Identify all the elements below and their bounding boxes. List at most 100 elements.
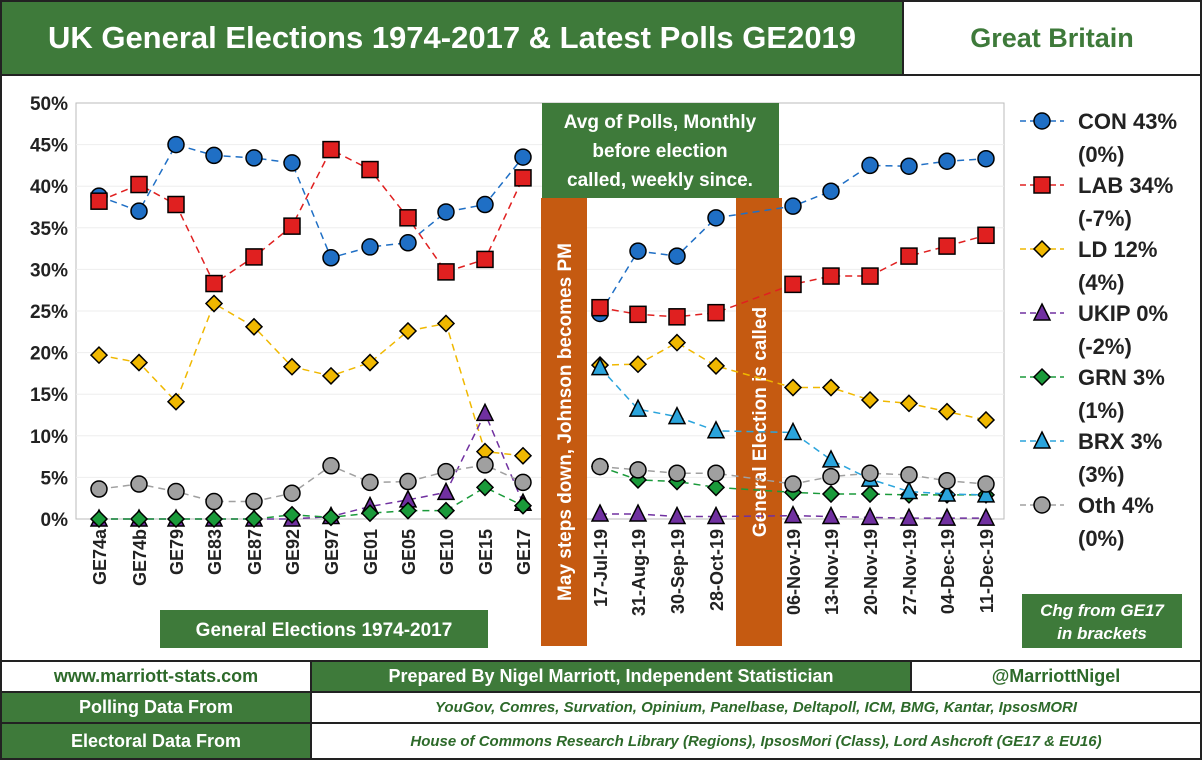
data-point [282, 505, 302, 524]
data-point [590, 503, 610, 522]
data-point [130, 475, 148, 493]
data-point [667, 333, 687, 352]
data-point [860, 506, 880, 526]
data-point [205, 492, 223, 511]
x-tick-label: GE92 [283, 529, 303, 575]
data-point [321, 366, 341, 385]
data-point [900, 247, 918, 265]
data-point [361, 473, 379, 492]
data-point [476, 250, 494, 269]
data-point [937, 402, 957, 421]
legend-marker [1032, 430, 1052, 449]
series-line-2 [599, 341, 987, 421]
data-point [977, 149, 995, 168]
election-called-label: General Election is called [750, 307, 771, 537]
page-title: UK General Elections 1974-2017 & Latest … [2, 2, 904, 74]
series-line-6 [599, 465, 987, 485]
data-point [475, 402, 495, 422]
data-point [821, 378, 841, 397]
polling-sources: YouGov, Comres, Survation, Opinium, Pane… [310, 693, 1200, 722]
data-point [436, 314, 456, 333]
y-tick-label: 15% [30, 385, 68, 406]
x-tick-label: 30-Sep-19 [668, 529, 688, 614]
x-tick-label: GE74b [130, 529, 150, 586]
y-tick-label: 45% [30, 136, 68, 157]
y-tick-label: 50% [30, 94, 68, 115]
data-point [283, 154, 301, 172]
x-tick-label: GE87 [245, 529, 265, 575]
data-point [976, 484, 996, 503]
ge-label: General Elections 1974-2017 [196, 620, 453, 641]
chg-note-box [1022, 594, 1182, 648]
legend-entry: Oth 4% [1078, 493, 1154, 518]
data-point [861, 156, 879, 175]
series-line-1 [599, 234, 987, 318]
avg-polls-label: called, weekly since. [567, 170, 753, 191]
data-point [899, 394, 919, 413]
data-point [244, 317, 264, 336]
data-point [361, 238, 379, 256]
may-steps-label: May steps down, Johnson becomes PM [555, 243, 576, 601]
series-line-3 [600, 513, 986, 519]
website-link[interactable]: www.marriott-stats.com [2, 662, 310, 691]
data-point [244, 509, 264, 529]
x-tick-label: 17-Jul-19 [591, 529, 611, 607]
x-tick-label: 13-Nov-19 [822, 529, 842, 615]
data-point [399, 472, 417, 491]
data-point [205, 274, 223, 293]
region-label: Great Britain [970, 22, 1134, 53]
data-point [399, 209, 417, 227]
data-point [399, 234, 417, 252]
footer-credits-row: www.marriott-stats.com Prepared By Nigel… [2, 660, 1200, 691]
data-point [629, 242, 647, 260]
data-point [706, 420, 726, 439]
data-point [668, 247, 686, 265]
series-line-6 [98, 464, 524, 503]
data-point [784, 197, 802, 215]
data-point [436, 481, 456, 501]
data-point [784, 275, 802, 294]
series-line-4 [599, 465, 986, 496]
data-point [976, 507, 996, 526]
data-point [821, 484, 841, 504]
data-point [437, 263, 455, 281]
data-point [629, 305, 647, 324]
data-point [899, 480, 919, 500]
data-point [282, 357, 302, 376]
y-tick-label: 0% [41, 510, 69, 531]
chg-note-label: Chg from GE17 [1040, 601, 1165, 620]
data-point [628, 398, 648, 417]
y-tick-label: 10% [30, 427, 68, 448]
series-line-4 [99, 486, 524, 520]
data-point [822, 182, 840, 200]
twitter-handle[interactable]: @MarriottNigel [910, 662, 1200, 691]
avg-polls-box [542, 103, 779, 198]
x-tick-label: 31-Aug-19 [629, 529, 649, 616]
data-point [821, 449, 841, 468]
data-point [204, 294, 224, 313]
legend-change: (-7%) [1078, 206, 1132, 231]
data-point [283, 484, 301, 502]
data-point [861, 464, 879, 482]
legend-entry: LAB 34% [1078, 173, 1173, 198]
series-line-5 [599, 367, 987, 496]
chg-note-label: in brackets [1057, 624, 1147, 643]
data-point [938, 152, 956, 170]
data-point [166, 392, 186, 411]
legend-marker [1033, 112, 1051, 130]
avg-polls-label: before election [592, 141, 727, 162]
data-point [706, 505, 726, 525]
data-point [245, 492, 263, 511]
data-point [166, 509, 186, 529]
series-line-0 [98, 143, 524, 259]
prepared-by: Prepared By Nigel Marriott, Independent … [310, 662, 910, 691]
polling-label: Polling Data From [2, 693, 310, 722]
data-point [360, 353, 380, 372]
data-point [860, 390, 880, 410]
data-point [436, 501, 456, 520]
data-point [514, 148, 532, 166]
election-chart: 0% 5% 10% 15% 20% 25% 30% 35% 40% 45% 50% GE74a GE74… [30, 94, 1182, 648]
data-point [783, 504, 803, 524]
y-tick-label: 5% [41, 468, 69, 489]
